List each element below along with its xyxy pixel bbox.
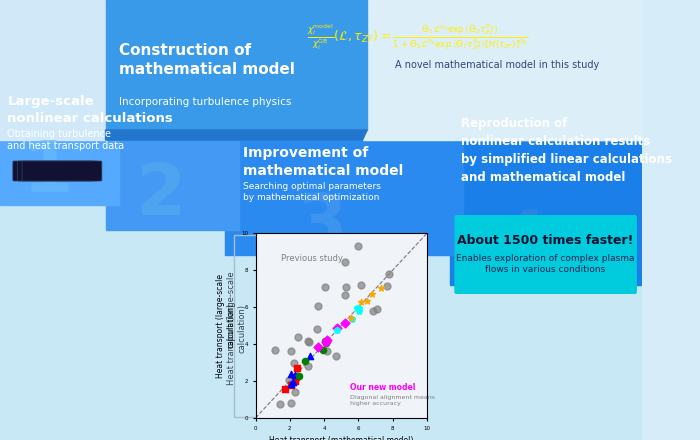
Text: Improvement of
mathematical model: Improvement of mathematical model: [243, 146, 403, 178]
Point: [322, 348, 333, 355]
Point: [293, 373, 304, 380]
FancyBboxPatch shape: [454, 215, 637, 294]
Text: 3: 3: [296, 191, 346, 260]
Point: [345, 315, 356, 322]
Point: [302, 362, 313, 369]
Point: [371, 306, 382, 313]
Point: [382, 282, 393, 290]
Point: [354, 307, 365, 314]
Point: [304, 353, 315, 360]
Text: Searching optimal parameters
by mathematical optimization: Searching optimal parameters by mathemat…: [243, 182, 381, 202]
Point: [286, 399, 297, 406]
Bar: [0, 0, 643, 140]
Point: [351, 305, 363, 312]
Point: [288, 378, 299, 385]
Point: [331, 324, 342, 331]
Point: [289, 377, 300, 384]
Text: About 1500 times faster!: About 1500 times faster!: [457, 234, 634, 246]
Point: [339, 292, 350, 299]
Point: [354, 304, 365, 311]
Text: Reproduction of
nonlinear calculation results
by simplified linear calculations
: Reproduction of nonlinear calculation re…: [461, 117, 672, 183]
Text: Supercomputer: Supercomputer: [19, 192, 94, 202]
FancyBboxPatch shape: [13, 161, 92, 181]
Bar: [0, 0, 119, 205]
Point: [317, 346, 328, 353]
Bar: [0, 0, 106, 140]
Point: [289, 359, 300, 367]
Point: [302, 338, 314, 345]
Point: [290, 374, 302, 381]
Bar: [363, 0, 643, 140]
Text: Previous study: Previous study: [281, 254, 343, 263]
Point: [355, 282, 366, 289]
Point: [340, 320, 351, 327]
Bar: [106, 0, 239, 230]
Point: [330, 353, 341, 360]
Point: [279, 385, 290, 392]
Text: Enables exploration of complex plasma
flows in various conditions: Enables exploration of complex plasma fl…: [456, 254, 634, 274]
Point: [366, 290, 377, 297]
Bar: [106, 0, 367, 130]
Point: [274, 400, 285, 407]
Point: [285, 381, 296, 388]
Point: [346, 316, 358, 323]
Point: [300, 358, 311, 365]
Point: [340, 283, 351, 290]
Text: Diagonal alignment means
higher accuracy: Diagonal alignment means higher accuracy: [350, 395, 435, 406]
Point: [311, 326, 322, 333]
Text: Heat transport (large-scale
calculation): Heat transport (large-scale calculation): [227, 271, 246, 385]
Point: [375, 284, 386, 291]
Bar: [449, 0, 643, 285]
Point: [293, 333, 304, 340]
Point: [331, 327, 342, 334]
Text: 1: 1: [22, 137, 73, 206]
Point: [319, 337, 330, 344]
Point: [289, 372, 300, 379]
Bar: [234, 235, 395, 417]
Y-axis label: Heat transport (large-scale
calculation): Heat transport (large-scale calculation): [216, 274, 235, 378]
Point: [270, 346, 281, 353]
Point: [367, 307, 378, 314]
Point: [321, 336, 332, 343]
Point: [321, 340, 332, 347]
Text: A novel mathematical model in this study: A novel mathematical model in this study: [395, 60, 599, 70]
Text: Incorporating turbulence physics: Incorporating turbulence physics: [119, 97, 292, 107]
Point: [289, 389, 300, 396]
Text: Obtaining turbulence
and heat transport data: Obtaining turbulence and heat transport …: [7, 129, 125, 151]
X-axis label: Heat transport (mathematical model): Heat transport (mathematical model): [269, 436, 414, 440]
Point: [292, 365, 303, 372]
Bar: [225, 0, 463, 255]
Point: [312, 343, 323, 350]
Point: [284, 377, 295, 384]
Point: [286, 371, 297, 378]
Text: Construction of
mathematical model: Construction of mathematical model: [119, 43, 295, 77]
Point: [384, 270, 395, 277]
Bar: [463, 0, 643, 140]
Text: $\frac{\chi_i^{\mathrm{model}}}{\chi_i^{\mathrm{GB}}}(\mathcal{L}, \tau_{ZF}) = : $\frac{\chi_i^{\mathrm{model}}}{\chi_i^{…: [307, 22, 528, 52]
Point: [319, 284, 330, 291]
Point: [362, 297, 373, 304]
Point: [286, 348, 297, 355]
Text: 4: 4: [500, 207, 546, 273]
FancyBboxPatch shape: [18, 161, 97, 181]
Bar: [106, 0, 463, 140]
Point: [340, 258, 351, 265]
Point: [312, 303, 323, 310]
Point: [352, 243, 363, 250]
Point: [355, 298, 366, 305]
Point: [304, 339, 315, 346]
Polygon shape: [106, 130, 367, 140]
Text: Large-scale
nonlinear calculations: Large-scale nonlinear calculations: [7, 95, 173, 125]
FancyBboxPatch shape: [22, 161, 102, 181]
Text: Our new model: Our new model: [350, 383, 415, 392]
Point: [285, 381, 296, 388]
Point: [321, 339, 332, 346]
Text: 2: 2: [136, 161, 186, 230]
